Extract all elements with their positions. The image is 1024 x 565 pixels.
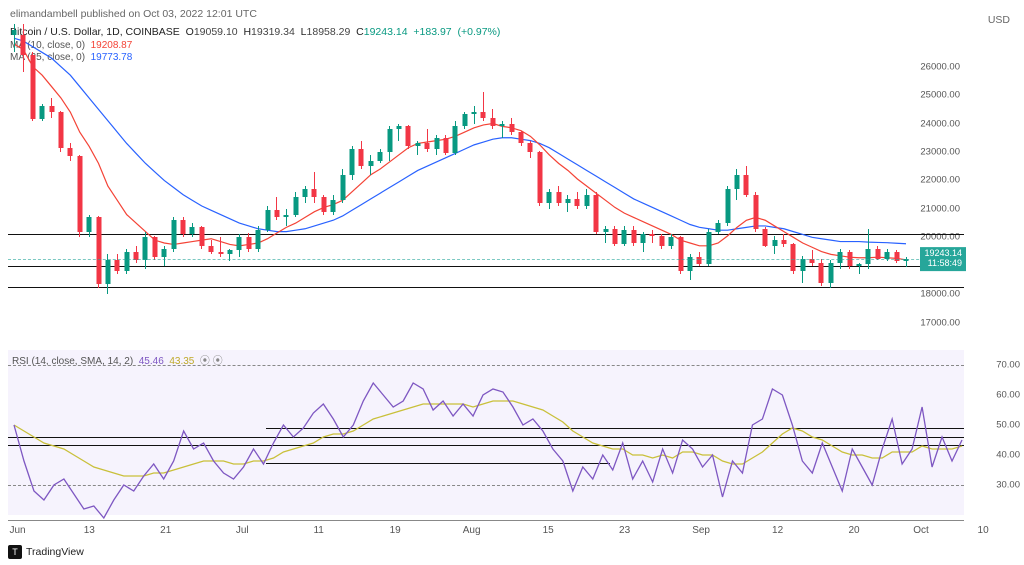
xtick: Sep — [692, 525, 710, 536]
price-panel[interactable]: 17000.0018000.0019000.0020000.0021000.00… — [8, 24, 964, 334]
xtick: 10 — [978, 525, 989, 536]
xtick: 11 — [313, 525, 323, 536]
currency-label: USD — [988, 14, 1010, 26]
tradingview-name: TradingView — [26, 546, 84, 558]
chart-container: elimandambell published on Oct 03, 2022 … — [0, 0, 1024, 565]
ma-overlay — [8, 24, 964, 334]
x-axis: Jun1321Jul1119Aug1523Sep1220Oct10 — [8, 520, 964, 540]
xtick: Oct — [913, 525, 929, 536]
xtick: 19 — [390, 525, 401, 536]
xtick: 20 — [848, 525, 859, 536]
rsi-ytick: 30.00 — [996, 480, 1020, 491]
rsi-overlay — [8, 350, 964, 515]
rsi-ytick: 60.00 — [996, 390, 1020, 401]
xtick: 15 — [543, 525, 554, 536]
tradingview-brand: T TradingView — [8, 545, 84, 559]
xtick: 12 — [772, 525, 783, 536]
rsi-ytick: 40.00 — [996, 450, 1020, 461]
xtick: 13 — [84, 525, 95, 536]
price-flag-time: 11:58:49 — [924, 259, 962, 269]
byline: elimandambell published on Oct 03, 2022 … — [10, 8, 257, 20]
xtick: Aug — [463, 525, 481, 536]
tradingview-logo-icon: T — [8, 545, 22, 559]
rsi-ytick: 70.00 — [996, 360, 1020, 371]
rsi-ytick: 50.00 — [996, 420, 1020, 431]
xtick: Jun — [9, 525, 25, 536]
xtick: Jul — [236, 525, 249, 536]
rsi-panel[interactable]: RSI (14, close, SMA, 14, 2) 45.46 43.35 … — [8, 350, 964, 515]
price-flag: 19243.14 11:58:49 — [920, 247, 966, 271]
price-cursor-line — [8, 259, 964, 260]
xtick: 23 — [619, 525, 630, 536]
xtick: 21 — [160, 525, 171, 536]
